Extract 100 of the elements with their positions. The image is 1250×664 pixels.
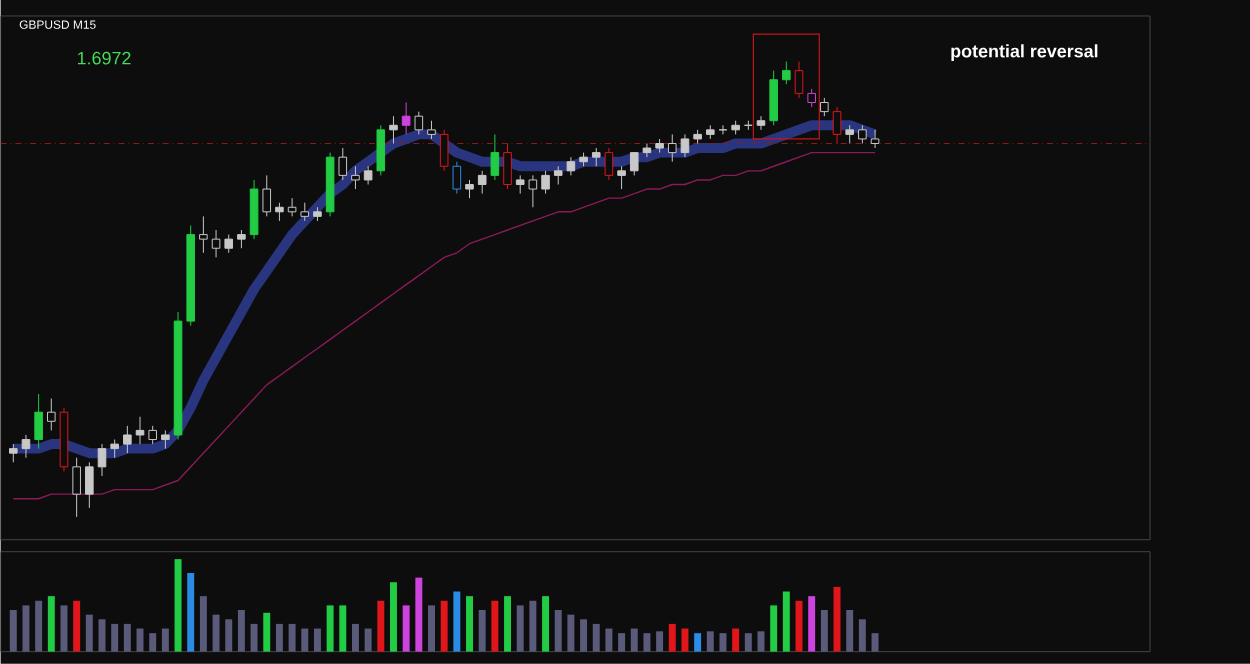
bar [504, 596, 512, 652]
bar [313, 628, 321, 652]
bar [668, 624, 676, 652]
bar [542, 596, 550, 652]
candlestick [9, 443, 18, 463]
bar [339, 605, 347, 652]
candlestick [85, 461, 94, 509]
bar [351, 624, 359, 652]
bar [288, 624, 296, 652]
bar [871, 633, 879, 652]
bar [364, 628, 372, 652]
bar [820, 610, 828, 652]
candlestick [503, 143, 512, 190]
bar [808, 596, 816, 652]
bar [440, 600, 448, 652]
bar [833, 587, 841, 652]
candlestick [262, 175, 272, 218]
candlestick [870, 129, 880, 149]
candlestick [199, 216, 208, 254]
candlestick [769, 70, 778, 126]
text: potential reversal [951, 44, 1098, 62]
bar [744, 633, 752, 652]
candlestick [389, 115, 398, 145]
bar [136, 628, 144, 652]
bar [516, 605, 524, 652]
candlestick [617, 165, 626, 190]
bar [174, 559, 182, 652]
bar [415, 577, 423, 652]
annotation: 1.6972 [77, 51, 131, 65]
bar [592, 624, 600, 652]
bar [377, 600, 385, 652]
candlestick [756, 115, 766, 131]
candlestick [401, 102, 411, 136]
bar [567, 614, 575, 652]
candlestick [148, 425, 157, 445]
bar [491, 600, 499, 652]
bar [263, 612, 271, 652]
candlestick [541, 170, 550, 195]
candlestick [275, 202, 284, 222]
candlestick [161, 430, 170, 450]
bar [605, 628, 613, 652]
bar [237, 610, 245, 652]
bar [22, 605, 30, 652]
bar [858, 619, 866, 652]
candlestick [820, 97, 829, 117]
bar [478, 610, 486, 652]
candlestick [123, 425, 132, 454]
candlestick [72, 457, 81, 518]
bar [111, 624, 119, 652]
bar [618, 633, 626, 652]
bar [301, 628, 309, 652]
bar [694, 633, 702, 652]
candlestick [237, 229, 246, 249]
bar [85, 614, 93, 652]
candlestick [47, 398, 56, 432]
candlestick [465, 179, 474, 199]
candlestick [832, 106, 842, 145]
candlestick [34, 393, 43, 450]
bar [212, 614, 220, 652]
candlestick [21, 434, 31, 459]
candlestick [376, 124, 386, 177]
candlestick [858, 124, 867, 145]
bar [732, 628, 740, 652]
candlestick [351, 165, 360, 190]
candlestick [477, 170, 487, 195]
candlestick [414, 111, 424, 136]
candlestick [604, 147, 614, 181]
bar [656, 631, 664, 652]
bar [149, 633, 157, 652]
bar [73, 600, 81, 652]
bar [770, 605, 778, 652]
candlestick [135, 416, 145, 445]
candlestick [845, 124, 854, 145]
candlestick [782, 61, 791, 85]
candlestick [490, 134, 500, 181]
bar [9, 610, 17, 652]
bar [123, 624, 131, 652]
bar [187, 573, 195, 652]
bar [529, 600, 537, 652]
bar [250, 624, 258, 652]
bar [453, 591, 461, 652]
bar [643, 633, 651, 652]
bar [466, 596, 473, 652]
candlestick [97, 443, 107, 477]
bar [275, 624, 283, 652]
bar [719, 633, 727, 652]
bar [389, 582, 397, 652]
candlestick [338, 147, 348, 181]
bar [428, 605, 435, 652]
bar [706, 631, 714, 652]
bar [161, 628, 169, 652]
bar [630, 628, 638, 652]
candlestick [807, 88, 816, 108]
bar [554, 610, 562, 652]
candlestick [794, 61, 804, 99]
bar [782, 591, 790, 652]
bar [580, 619, 588, 652]
bar [199, 596, 207, 652]
bar [326, 605, 334, 652]
bar [681, 628, 689, 652]
